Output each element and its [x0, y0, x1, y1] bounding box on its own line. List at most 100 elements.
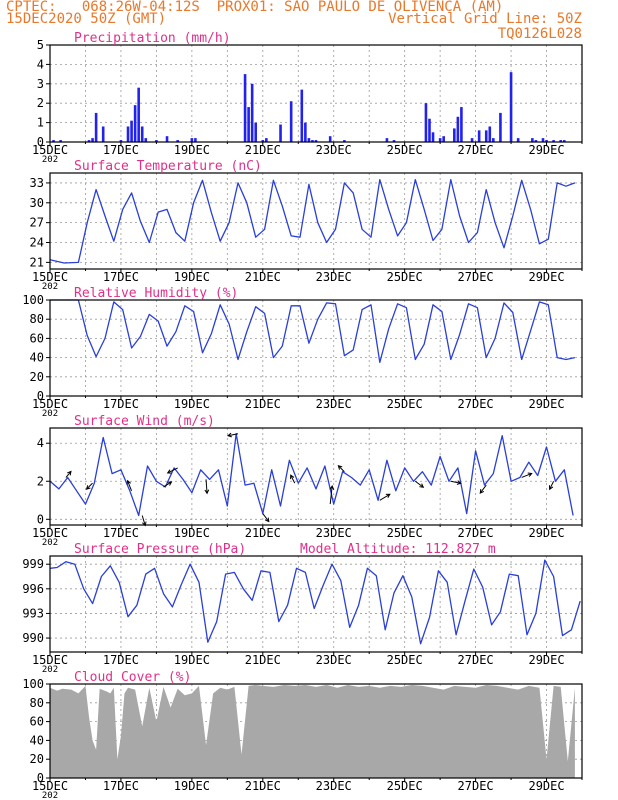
precip-bar — [94, 112, 98, 142]
wind-arrow — [227, 433, 239, 437]
precip-bar — [428, 118, 431, 142]
y-tick-label: 2 — [37, 96, 44, 110]
x-tick-label: 29DEC — [528, 653, 564, 667]
y-tick-label: 0 — [37, 389, 44, 403]
x-tick-label: 15DEC — [32, 779, 68, 793]
wind-arrow — [127, 480, 133, 491]
y-tick-label: 4 — [37, 436, 44, 450]
wind-arrow-head — [479, 489, 485, 494]
x-tick-label: 21DEC — [245, 397, 281, 411]
precip-bar — [101, 126, 105, 142]
precip-bar — [87, 140, 91, 142]
y-tick-label: 3 — [37, 77, 44, 91]
wind-arrow-head — [456, 480, 462, 485]
wind-arrow-head — [264, 517, 270, 523]
precip-bar — [534, 140, 538, 142]
year-label: 202 — [42, 538, 58, 548]
precip-bar — [289, 101, 293, 142]
precip-bar — [300, 89, 304, 142]
wind-arrow-head — [166, 469, 172, 474]
y-tick-label: 20 — [30, 370, 44, 384]
x-tick-label: 15DEC — [32, 270, 68, 284]
wind-arrow — [290, 474, 296, 484]
x-tick-label: 19DEC — [174, 779, 210, 793]
precip-bar — [424, 103, 428, 142]
y-tick-label: 990 — [22, 631, 44, 645]
wind-arrow-head — [548, 485, 554, 491]
precip-bar — [453, 128, 456, 142]
x-tick-label: 21DEC — [245, 653, 281, 667]
precip-bar — [304, 122, 307, 142]
precip-bar — [314, 140, 318, 142]
precip-bar — [140, 126, 144, 142]
wind-arrow — [450, 480, 461, 484]
x-tick-label: 19DEC — [174, 653, 210, 667]
model-altitude-label: Model Altitude: 112.827 m — [300, 542, 496, 557]
panel-frame — [49, 44, 583, 143]
wind-arrow — [379, 493, 391, 501]
precip-bar — [91, 138, 94, 142]
panel-frame — [49, 299, 583, 397]
x-tick-label: 15DEC — [32, 526, 68, 540]
y-tick-label: 60 — [30, 331, 44, 345]
x-tick-label: 21DEC — [245, 270, 281, 284]
x-tick-label: 23DEC — [316, 270, 352, 284]
x-tick-label: 27DEC — [458, 270, 494, 284]
panel-frame — [49, 555, 583, 653]
y-tick-label: 21 — [30, 255, 44, 269]
wind-arrow-head — [385, 493, 391, 498]
precip-bar — [52, 140, 55, 142]
wind-arrow-head — [167, 481, 173, 486]
wind-arrow — [163, 481, 172, 488]
wind-arrow — [521, 472, 532, 478]
x-tick-label: 29DEC — [528, 397, 564, 411]
precip-bar — [545, 140, 548, 142]
series-line — [49, 559, 581, 645]
series-line — [49, 178, 576, 264]
panel-title: Surface Pressure (hPa) — [74, 542, 246, 557]
precip-bar — [492, 138, 495, 142]
precip-bar — [499, 112, 502, 142]
y-tick-label: 33 — [30, 176, 44, 190]
precip-bar — [261, 140, 265, 142]
wind-arrow — [479, 484, 487, 494]
series-line — [50, 299, 576, 364]
precip-bar — [176, 140, 179, 142]
x-tick-label: 17DEC — [103, 779, 139, 793]
y-tick-label: 999 — [22, 557, 44, 571]
wind-arrow-head — [85, 485, 91, 490]
x-tick-label: 23DEC — [316, 526, 352, 540]
x-tick-label: 19DEC — [174, 397, 210, 411]
x-tick-label: 17DEC — [103, 526, 139, 540]
x-tick-label: 17DEC — [103, 143, 139, 157]
panel-frame — [49, 172, 583, 270]
x-tick-label: 25DEC — [387, 143, 423, 157]
y-tick-label: 4 — [37, 57, 44, 71]
precip-bar — [133, 105, 137, 142]
y-tick-label: 40 — [30, 733, 44, 747]
year-label: 202 — [42, 791, 58, 800]
x-tick-label: 21DEC — [245, 779, 281, 793]
panel-title: Precipitation (mm/h) — [74, 31, 231, 46]
y-tick-label: 80 — [30, 312, 44, 326]
precip-bar — [126, 126, 130, 142]
panel-0 — [46, 44, 583, 146]
precip-bar — [137, 87, 140, 142]
wind-arrow-head — [204, 489, 210, 495]
precip-bar — [562, 140, 566, 142]
x-tick-label: 25DEC — [387, 653, 423, 667]
x-tick-label: 23DEC — [316, 397, 352, 411]
cloud-cover-area — [50, 684, 575, 778]
y-tick-label: 996 — [22, 582, 44, 596]
y-tick-label: 0 — [37, 512, 44, 526]
precip-bar — [431, 132, 435, 142]
wind-arrow-head — [67, 470, 72, 476]
wind-arrow — [329, 486, 333, 505]
y-tick-label: 1 — [37, 116, 44, 130]
precip-bar — [311, 140, 314, 142]
year-label: 202 — [42, 155, 58, 165]
header-grid-note: Vertical Grid Line: 50Z — [388, 11, 582, 27]
year-label: 202 — [42, 409, 58, 419]
y-tick-label: 24 — [30, 236, 44, 250]
